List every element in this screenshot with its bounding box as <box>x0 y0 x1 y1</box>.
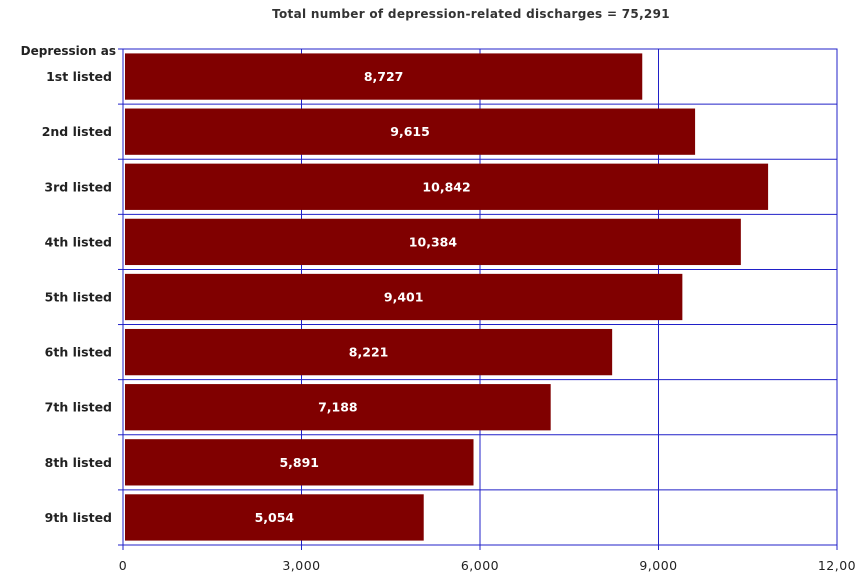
y-axis-title: Depression as <box>21 44 116 58</box>
bar-value-label: 8,727 <box>364 69 404 84</box>
bar-value-label: 9,615 <box>390 124 430 139</box>
x-tick-label: 3,000 <box>282 558 320 573</box>
bar-value-label: 8,221 <box>349 345 389 360</box>
x-tick-label: 0 <box>119 558 127 573</box>
category-label: 1st listed <box>46 69 112 84</box>
chart-title: Total number of depression-related disch… <box>272 7 670 21</box>
bar-value-label: 7,188 <box>318 400 358 415</box>
labels-layer: 0 3,000 6,000 9,000 12,00 8,727 1st listed 9,61… <box>42 69 856 573</box>
bars-layer <box>125 53 769 541</box>
bar-value-label: 10,384 <box>409 234 458 249</box>
bar-value-label: 9,401 <box>384 290 424 305</box>
category-label: 2nd listed <box>42 124 112 139</box>
bar <box>125 328 613 376</box>
category-label: 4th listed <box>45 234 112 249</box>
category-label: 9th listed <box>45 510 112 525</box>
bar <box>125 218 741 266</box>
bar-value-label: 5,054 <box>255 510 295 525</box>
grid-layer <box>118 48 838 550</box>
bar-value-label: 10,842 <box>422 179 470 194</box>
bar-value-label: 5,891 <box>279 455 319 470</box>
category-label: 5th listed <box>45 290 112 305</box>
category-label: 8th listed <box>45 455 112 470</box>
bar <box>125 108 696 155</box>
bar <box>125 439 474 486</box>
category-label: 6th listed <box>45 345 112 360</box>
category-label: 3rd listed <box>44 179 112 194</box>
x-tick-label: 12,00 <box>818 558 856 573</box>
bar <box>125 163 769 210</box>
category-label: 7th listed <box>45 400 112 415</box>
x-tick-label: 9,000 <box>639 558 677 573</box>
bar <box>125 53 643 100</box>
bar <box>125 494 424 541</box>
bar <box>125 273 683 321</box>
bar <box>125 384 551 431</box>
x-tick-label: 6,000 <box>461 558 499 573</box>
